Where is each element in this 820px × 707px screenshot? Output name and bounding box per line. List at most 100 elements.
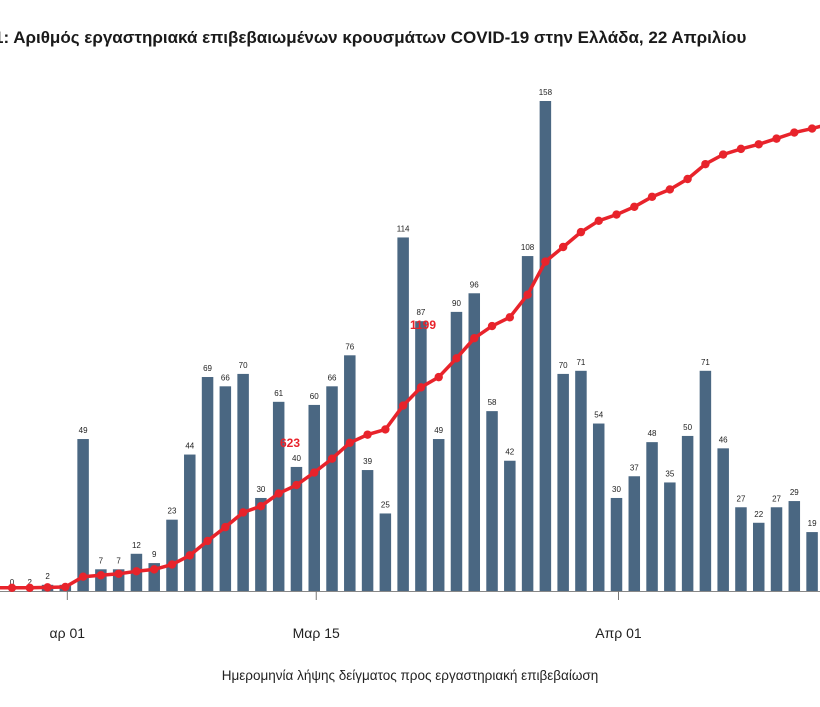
- cumulative-point: [43, 583, 52, 592]
- bar: [752, 522, 765, 591]
- cumulative-point: [185, 551, 194, 560]
- bar-value-label: 30: [612, 485, 621, 494]
- bar: [486, 411, 498, 591]
- cumulative-point: [416, 383, 426, 392]
- bar: [539, 101, 552, 591]
- cumulative-point: [203, 536, 212, 546]
- cumulative-point: [487, 321, 497, 331]
- bar: [504, 460, 516, 591]
- cumulative-point: [114, 569, 123, 578]
- x-tick-label: Απρ 01: [595, 625, 642, 641]
- bar: [166, 519, 178, 591]
- cumulative-point: [167, 560, 177, 569]
- cumulative-line-series: [0, 124, 820, 592]
- cumulative-point: [718, 150, 728, 159]
- bar-value-label: 70: [239, 361, 248, 370]
- bar: [201, 377, 214, 591]
- bar: [361, 470, 374, 591]
- bar-value-label: 60: [310, 392, 319, 401]
- bar-value-label: 61: [274, 389, 283, 398]
- bar: [397, 237, 409, 592]
- bar-value-label: 7: [99, 556, 104, 565]
- cumulative-point: [96, 571, 106, 580]
- cumulative-point: [683, 174, 692, 184]
- bar-value-label: 9: [152, 550, 157, 559]
- cumulative-point: [132, 567, 141, 576]
- bar-value-label: 12: [132, 541, 141, 550]
- cumulative-point: [292, 480, 301, 490]
- x-axis-label: Ημερομηνία λήψης δείγματος προς εργαστηρ…: [221, 668, 599, 683]
- bar-value-label: 27: [737, 494, 746, 503]
- bar: [415, 321, 427, 591]
- bar-value-label: 158: [539, 88, 553, 97]
- bar-value-label: 35: [665, 469, 674, 478]
- cumulative-point: [327, 454, 337, 463]
- bar-value-label: 23: [168, 507, 177, 516]
- cumulative-point: [221, 522, 230, 532]
- cumulative-point: [612, 210, 621, 219]
- bar-value-label: 50: [683, 423, 692, 432]
- bar: [468, 293, 481, 591]
- x-tick-label: Μαρ 15: [293, 625, 340, 641]
- bar: [432, 439, 445, 591]
- bar: [95, 569, 107, 591]
- bar: [148, 563, 160, 591]
- bar-value-label: 40: [292, 454, 301, 463]
- cumulative-point: [594, 216, 603, 226]
- bar: [77, 439, 89, 591]
- cumulative-point: [345, 438, 354, 448]
- bar-value-label: 49: [434, 426, 443, 435]
- cumulative-point: [470, 334, 479, 343]
- bar: [521, 256, 534, 591]
- bar-value-label: 7: [116, 556, 121, 565]
- bar: [112, 569, 125, 591]
- bar: [664, 482, 676, 591]
- bar-value-label: 22: [754, 510, 763, 519]
- bar-value-labels: 1022497712923446966703061406066763925114…: [10, 88, 817, 587]
- bar-value-label: 27: [772, 494, 781, 503]
- bar-value-label: 37: [630, 463, 639, 472]
- cumulative-point: [78, 572, 88, 581]
- bar-value-label: 25: [381, 500, 390, 509]
- bar: [326, 386, 338, 591]
- bar-value-label: 71: [701, 358, 710, 367]
- bar-value-label: 19: [808, 519, 817, 528]
- cumulative-point: [772, 134, 781, 143]
- cumulative-point: [256, 501, 266, 511]
- cumulative-point: [381, 425, 390, 434]
- cumulative-point: [736, 144, 746, 154]
- cumulative-point: [452, 354, 461, 363]
- bar-value-label: 42: [505, 448, 514, 457]
- bar-value-label: 114: [397, 224, 410, 233]
- bar-value-label: 69: [203, 364, 212, 373]
- cumulative-point: [61, 582, 70, 592]
- bar-value-label: 58: [488, 398, 497, 407]
- bar-value-label: 49: [79, 426, 88, 435]
- bar: [308, 404, 320, 591]
- cumulative-point: [754, 140, 763, 149]
- bar: [450, 311, 463, 591]
- bar-value-label: 2: [45, 572, 50, 581]
- chart-title: 1: Αριθμός εργαστηριακά επιβεβαιωμένων κ…: [0, 28, 747, 47]
- bar-value-label: 66: [221, 373, 230, 382]
- bar: [184, 454, 196, 591]
- cumulative-point: [25, 583, 34, 592]
- cumulative-point: [647, 192, 657, 201]
- cumulative-line: [0, 124, 820, 590]
- bar-value-label: 48: [648, 429, 657, 438]
- bar-series: [41, 101, 818, 592]
- bar-value-label: 66: [328, 373, 337, 382]
- bar-value-label: 29: [790, 488, 799, 497]
- bar-value-label: 44: [185, 442, 194, 451]
- cumulative-point: [505, 313, 515, 322]
- cumulative-point: [576, 227, 586, 237]
- cumulative-annotation: 1199: [410, 318, 436, 332]
- bar-value-label: 76: [345, 342, 354, 351]
- cumulative-point: [790, 128, 799, 137]
- bar: [681, 435, 694, 591]
- cumulative-point: [523, 290, 532, 299]
- bar-value-label: 2: [28, 578, 33, 587]
- cumulative-point: [363, 430, 372, 439]
